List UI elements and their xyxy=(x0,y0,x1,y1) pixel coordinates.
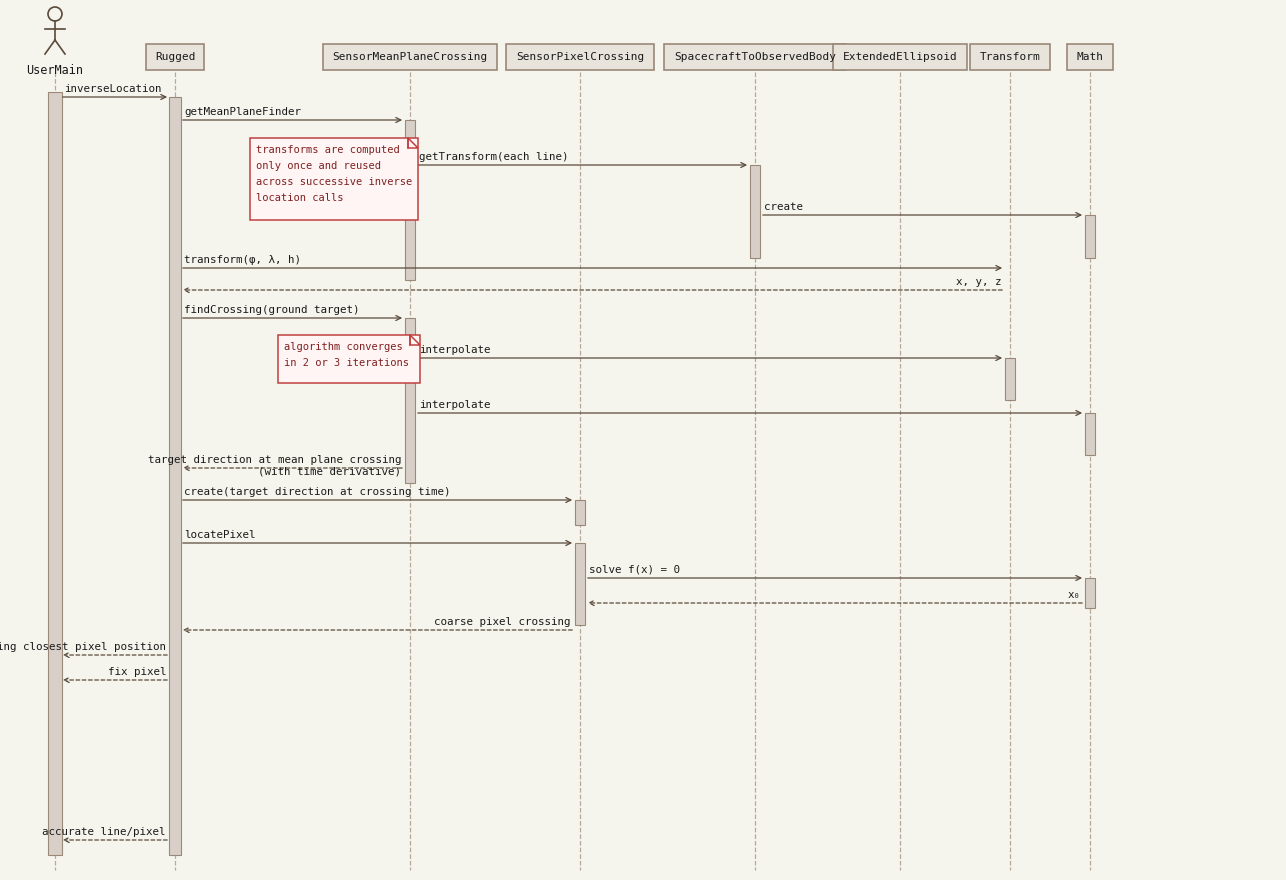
Bar xyxy=(665,44,846,70)
Bar xyxy=(1067,44,1112,70)
Polygon shape xyxy=(410,335,421,345)
Text: in 2 or 3 iterations: in 2 or 3 iterations xyxy=(284,358,409,368)
Bar xyxy=(1085,578,1094,608)
Bar xyxy=(145,44,204,70)
Text: target direction at mean plane crossing: target direction at mean plane crossing xyxy=(148,455,401,465)
Text: create(target direction at crossing time): create(target direction at crossing time… xyxy=(184,487,450,497)
Bar xyxy=(323,44,498,70)
Text: Transform: Transform xyxy=(980,52,1040,62)
Bar xyxy=(1004,358,1015,400)
Bar xyxy=(833,44,967,70)
Text: Rugged: Rugged xyxy=(154,52,195,62)
Text: inverseLocation: inverseLocation xyxy=(64,84,162,94)
Text: create: create xyxy=(764,202,802,212)
Bar xyxy=(575,543,585,625)
Text: transforms are computed: transforms are computed xyxy=(256,145,400,155)
Text: SensorMeanPlaneCrossing: SensorMeanPlaneCrossing xyxy=(332,52,487,62)
Bar xyxy=(1085,215,1094,258)
Text: getMeanPlaneFinder: getMeanPlaneFinder xyxy=(184,107,301,117)
Text: transform(φ, λ, h): transform(φ, λ, h) xyxy=(184,255,301,265)
Text: fix line, considering closest pixel position: fix line, considering closest pixel posi… xyxy=(0,642,166,652)
Text: accurate line/pixel: accurate line/pixel xyxy=(42,827,166,837)
Text: getTransform(each line): getTransform(each line) xyxy=(419,152,568,162)
Text: x₀: x₀ xyxy=(1067,590,1082,600)
Bar xyxy=(48,92,62,855)
Text: coarse pixel crossing: coarse pixel crossing xyxy=(435,617,571,627)
Bar xyxy=(507,44,653,70)
Text: findCrossing(ground target): findCrossing(ground target) xyxy=(184,305,360,315)
Bar xyxy=(750,165,760,258)
Bar xyxy=(168,97,181,855)
Bar xyxy=(278,335,421,383)
Bar xyxy=(575,500,585,525)
Bar xyxy=(405,318,415,483)
Bar xyxy=(405,120,415,280)
Text: x, y, z: x, y, z xyxy=(955,277,1001,287)
Text: algorithm converges: algorithm converges xyxy=(284,342,403,352)
Bar xyxy=(249,138,418,220)
Text: interpolate: interpolate xyxy=(419,400,490,410)
Text: (with time derivative): (with time derivative) xyxy=(258,466,401,476)
Text: solve f(x) = 0: solve f(x) = 0 xyxy=(589,565,680,575)
Polygon shape xyxy=(408,138,418,148)
Text: SensorPixelCrossing: SensorPixelCrossing xyxy=(516,52,644,62)
Text: across successive inverse: across successive inverse xyxy=(256,177,413,187)
Text: UserMain: UserMain xyxy=(27,64,84,77)
Text: SpacecraftToObservedBody: SpacecraftToObservedBody xyxy=(674,52,836,62)
Text: locatePixel: locatePixel xyxy=(184,530,256,540)
Text: fix pixel: fix pixel xyxy=(108,667,166,677)
Text: Math: Math xyxy=(1076,52,1103,62)
Text: location calls: location calls xyxy=(256,193,343,203)
Bar xyxy=(971,44,1049,70)
Text: interpolate: interpolate xyxy=(419,345,490,355)
Text: only once and reused: only once and reused xyxy=(256,161,381,171)
Bar xyxy=(1085,413,1094,455)
Text: ExtendedEllipsoid: ExtendedEllipsoid xyxy=(842,52,957,62)
